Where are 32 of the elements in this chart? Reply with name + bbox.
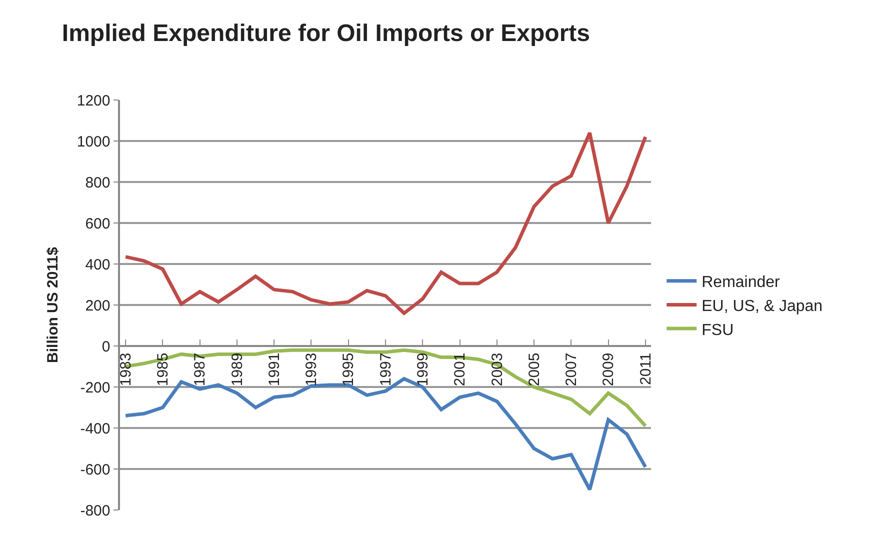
x-tick-label: 2007: [563, 352, 580, 386]
line-series: [124, 131, 648, 315]
y-tick-label: -600: [80, 461, 110, 478]
x-tick-label: 1993: [303, 352, 320, 386]
y-tick-label: 0: [102, 338, 110, 356]
x-tick-label: 1987: [192, 352, 209, 386]
y-tick-label: 1200: [76, 92, 110, 110]
y-tick-label: 400: [85, 256, 110, 274]
y-axis-title: Billion US 2011$: [44, 246, 62, 363]
x-tick-label: 1999: [414, 352, 432, 386]
x-tick-label: 1985: [154, 352, 172, 386]
x-tick-label: 2011: [637, 352, 654, 386]
y-tick-label: -400: [80, 420, 110, 438]
y-tick-label: 1000: [76, 133, 110, 150]
chart-title: Implied Expenditure for Oil Imports or Exports: [62, 20, 590, 47]
x-tick-label: 1991: [266, 352, 283, 386]
x-tick-label: 2009: [600, 352, 618, 386]
y-tick-label: 600: [85, 215, 110, 232]
x-tick-label: 2003: [488, 352, 506, 386]
legend-label: Remainder: [702, 274, 781, 292]
x-tick-label: 1989: [228, 352, 246, 386]
y-tick-label: 200: [85, 297, 110, 314]
x-tick-label: 1983: [117, 352, 134, 386]
x-tick-label: 2005: [526, 352, 543, 386]
legend-label: EU, US, & Japan: [702, 298, 823, 315]
y-tick-label: 800: [85, 174, 110, 192]
y-tick-label: -200: [80, 379, 110, 396]
x-tick-label: 1995: [340, 352, 358, 386]
x-tick-label: 2001: [452, 352, 469, 386]
x-tick-label: 1997: [377, 352, 394, 386]
legend-label: FSU: [702, 322, 734, 339]
y-tick-label: -800: [80, 502, 110, 520]
